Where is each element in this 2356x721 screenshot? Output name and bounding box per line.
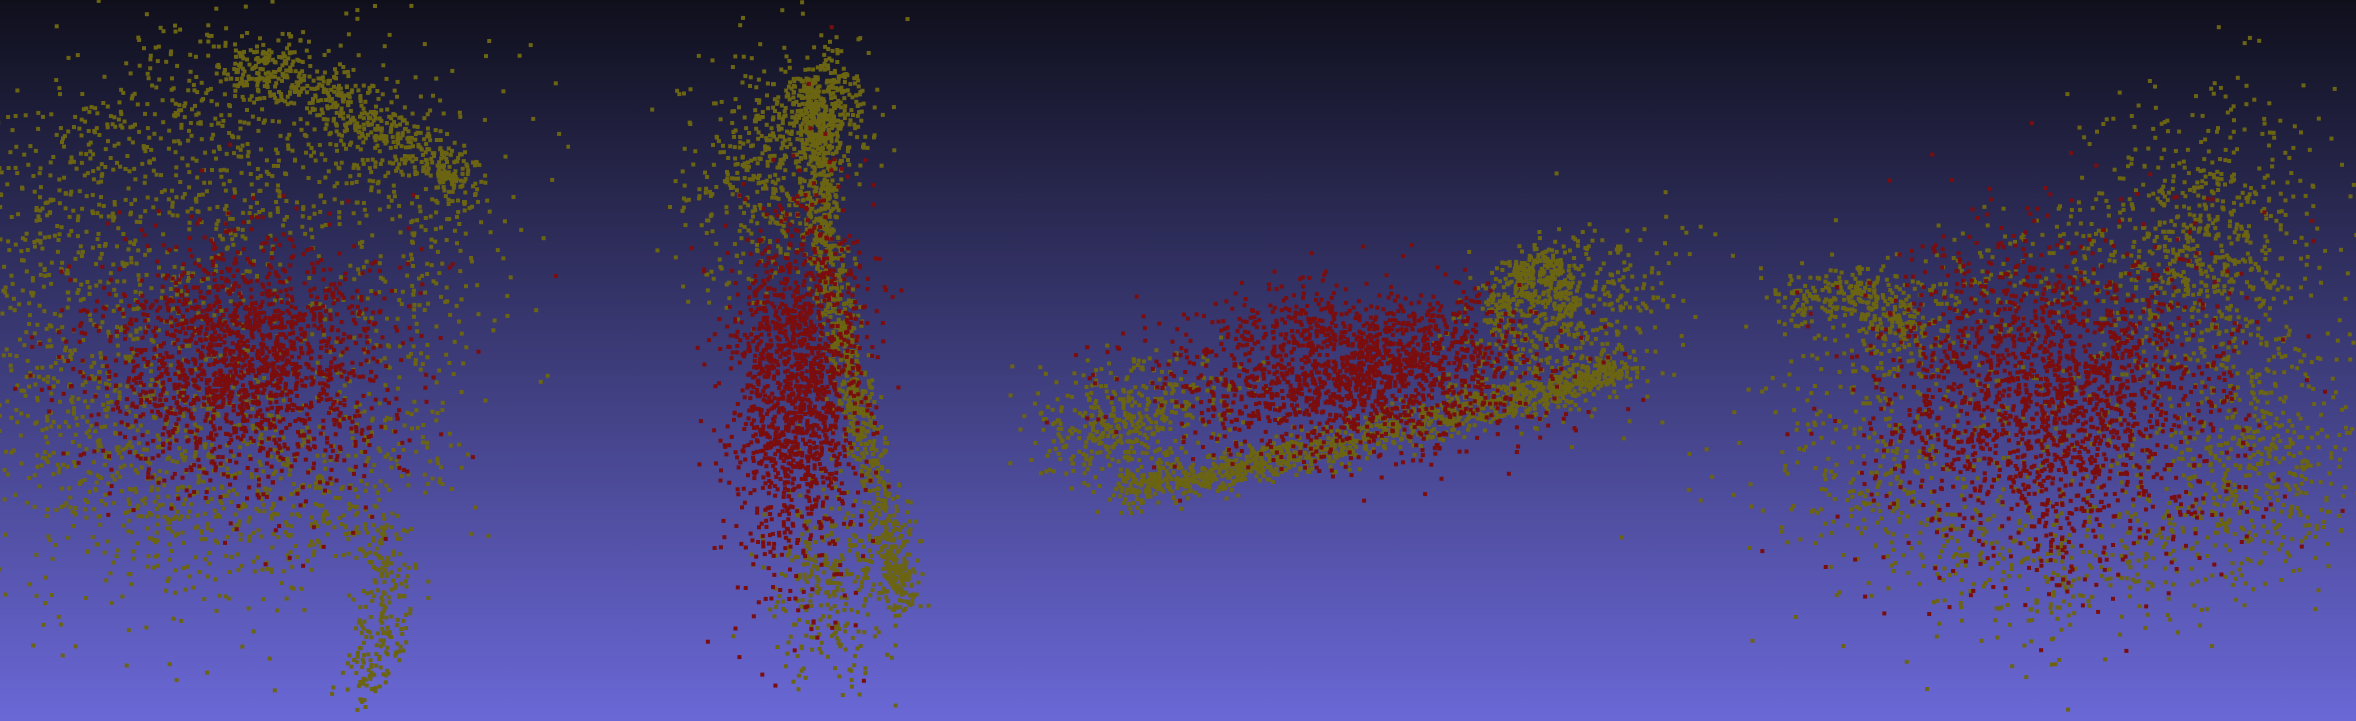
- point-cloud-front-core: [13, 142, 558, 568]
- viewport-canvas-left[interactable]: [0, 0, 570, 721]
- viewport-panel-left[interactable]: [0, 0, 570, 721]
- point-cloud-side-core: [689, 25, 904, 688]
- viewport-panel-right[interactable]: [1004, 0, 2356, 721]
- point-cloud-side-shell: [650, 0, 931, 708]
- point-cloud-back-core: [1760, 121, 2345, 653]
- viewport-canvas-right[interactable]: [1004, 0, 2356, 721]
- point-cloud-front-shell: [0, 0, 570, 712]
- viewport-panel-middle[interactable]: [570, 0, 1004, 721]
- point-cloud-top-core: [1044, 243, 1646, 503]
- viewport-background: [1004, 0, 2356, 721]
- point-cloud-back-shell: [1445, 25, 2356, 712]
- viewport-canvas-middle[interactable]: [570, 0, 1004, 721]
